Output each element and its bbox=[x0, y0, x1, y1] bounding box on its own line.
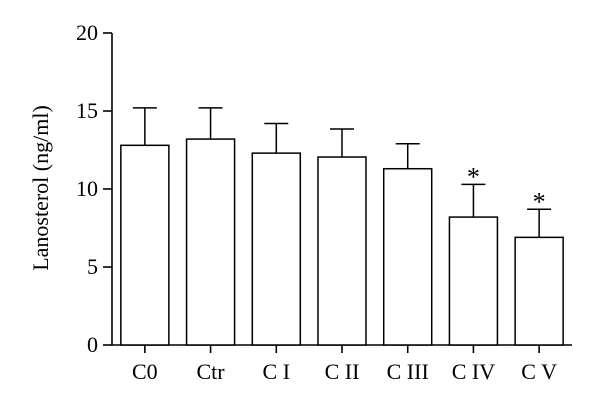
y-tick-label: 5 bbox=[87, 254, 98, 279]
bar bbox=[382, 167, 433, 346]
x-tick-label: C0 bbox=[132, 359, 158, 384]
y-tick-label: 20 bbox=[76, 20, 98, 45]
x-axis: C0 Ctr C I C II C III C IV C V bbox=[112, 344, 572, 384]
y-tick-label: 0 bbox=[87, 332, 98, 357]
bar bbox=[251, 152, 302, 346]
x-tick-label: C I bbox=[263, 359, 291, 384]
bar bbox=[448, 216, 499, 346]
bar bbox=[120, 144, 170, 346]
y-tick-label: 10 bbox=[76, 176, 98, 201]
y-axis-title: Lanosterol (ng/ml) bbox=[28, 105, 53, 271]
significance-asterisk: * bbox=[533, 187, 546, 216]
x-tick-label: C IV bbox=[452, 359, 496, 384]
bar bbox=[317, 156, 367, 346]
x-tick-label: C V bbox=[521, 359, 557, 384]
significance-asterisk: * bbox=[467, 162, 480, 191]
y-tick-label: 15 bbox=[76, 98, 98, 123]
x-tick-label: C II bbox=[325, 359, 360, 384]
bar bbox=[514, 236, 564, 346]
y-axis: 0 5 10 15 20 bbox=[76, 20, 113, 357]
x-tick-label: C III bbox=[387, 359, 429, 384]
x-tick-label: Ctr bbox=[197, 359, 226, 384]
bar bbox=[185, 138, 236, 346]
bars: ** bbox=[120, 107, 564, 346]
